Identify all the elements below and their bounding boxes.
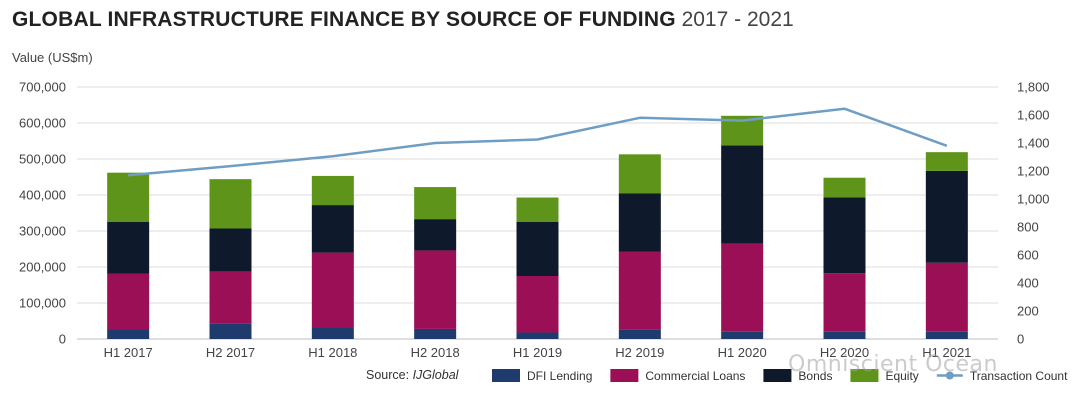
bar-segment bbox=[311, 205, 354, 253]
bar-segment bbox=[823, 273, 866, 332]
y-tick-label: 100,000 bbox=[19, 296, 66, 311]
watermark: Omniscient Ocean bbox=[788, 352, 998, 377]
y2-tick-label: 200 bbox=[1017, 304, 1039, 319]
bar-segment bbox=[209, 323, 252, 339]
legend-swatch bbox=[850, 369, 879, 382]
y-tick-label: 300,000 bbox=[19, 224, 66, 239]
bar-segment bbox=[414, 328, 457, 339]
x-tick-label: H2 2019 bbox=[615, 345, 664, 360]
bar-segment bbox=[414, 219, 457, 251]
bar-segment bbox=[516, 222, 559, 276]
bar-segment bbox=[618, 193, 661, 252]
bar-segment bbox=[516, 332, 559, 339]
y2-tick-label: 0 bbox=[1017, 332, 1024, 347]
bar-segment bbox=[721, 243, 764, 332]
bar-segment bbox=[618, 251, 661, 330]
legend-label: Transaction Count bbox=[970, 369, 1068, 383]
legend-label: Equity bbox=[885, 369, 918, 383]
bar-segment bbox=[311, 252, 354, 328]
bar-segment bbox=[414, 187, 457, 220]
y2-tick-label: 400 bbox=[1017, 276, 1039, 291]
legend-swatch bbox=[610, 369, 639, 382]
legend-label: DFI Lending bbox=[527, 369, 592, 383]
bar-segment bbox=[823, 197, 866, 274]
y2-tick-label: 1,200 bbox=[1017, 164, 1050, 179]
y-tick-label: 400,000 bbox=[19, 188, 66, 203]
source-name: IJGlobal bbox=[412, 368, 459, 382]
bar-segment bbox=[925, 170, 968, 263]
bar-segment bbox=[925, 331, 968, 339]
bar-segment bbox=[516, 276, 559, 333]
y2-tick-label: 600 bbox=[1017, 248, 1039, 263]
x-tick-label: H1 2018 bbox=[308, 345, 357, 360]
y2-tick-label: 1,000 bbox=[1017, 192, 1050, 207]
bar-segment bbox=[311, 327, 354, 339]
bar-segment bbox=[618, 329, 661, 339]
bar-segment bbox=[414, 250, 457, 329]
x-tick-label: H1 2021 bbox=[922, 345, 971, 360]
bar-segment bbox=[311, 175, 354, 206]
transaction-count-line bbox=[128, 107, 948, 177]
y-tick-label: 0 bbox=[59, 332, 66, 347]
chart-title-main: GLOBAL INFRASTRUCTURE FINANCE BY SOURCE … bbox=[12, 8, 676, 31]
y2-tick-label: 1,400 bbox=[1017, 136, 1050, 151]
bar-segment bbox=[107, 273, 150, 330]
y2-tick-label: 1,800 bbox=[1017, 80, 1050, 95]
bar-segment bbox=[925, 152, 968, 171]
y-tick-label: 200,000 bbox=[19, 260, 66, 275]
y2-tick-label: 1,600 bbox=[1017, 108, 1050, 123]
bar-segment bbox=[721, 331, 764, 339]
x-tick-label: H2 2018 bbox=[411, 345, 460, 360]
legend-label: Bonds bbox=[798, 369, 832, 383]
x-tick-label: H1 2017 bbox=[104, 345, 153, 360]
y-tick-label: 500,000 bbox=[19, 152, 66, 167]
bar-segment bbox=[823, 177, 866, 198]
y-tick-label: 600,000 bbox=[19, 116, 66, 131]
y2-tick-label: 800 bbox=[1017, 220, 1039, 235]
x-tick-label: H1 2019 bbox=[513, 345, 562, 360]
y-axis-label: Value (US$m) bbox=[12, 50, 93, 65]
x-tick-label: H2 2017 bbox=[206, 345, 255, 360]
legend-swatch bbox=[492, 369, 520, 382]
bar-segment bbox=[618, 154, 661, 194]
legend-swatch bbox=[763, 369, 792, 382]
legend-label: Commercial Loans bbox=[645, 369, 745, 383]
bar-segment bbox=[107, 222, 150, 274]
source-label: Source: bbox=[366, 368, 410, 382]
chart-title-years: 2017 - 2021 bbox=[681, 8, 794, 31]
bar-segment bbox=[721, 145, 764, 244]
x-tick-label: H2 2020 bbox=[820, 345, 869, 360]
bar-segment bbox=[209, 228, 252, 272]
source-note: Source: IJGlobal bbox=[366, 368, 458, 382]
x-tick-label: H1 2020 bbox=[718, 345, 767, 360]
bar-segment bbox=[209, 179, 252, 229]
bar-segment bbox=[209, 271, 252, 324]
bar-segment bbox=[823, 331, 866, 339]
bar-segment bbox=[107, 330, 150, 339]
bar-segment bbox=[516, 197, 559, 222]
legend-line-marker bbox=[945, 371, 954, 380]
y-tick-label: 700,000 bbox=[19, 80, 66, 95]
bar-segment bbox=[925, 262, 968, 332]
chart-title: GLOBAL INFRASTRUCTURE FINANCE BY SOURCE … bbox=[12, 8, 794, 32]
bar-segment bbox=[107, 172, 150, 222]
